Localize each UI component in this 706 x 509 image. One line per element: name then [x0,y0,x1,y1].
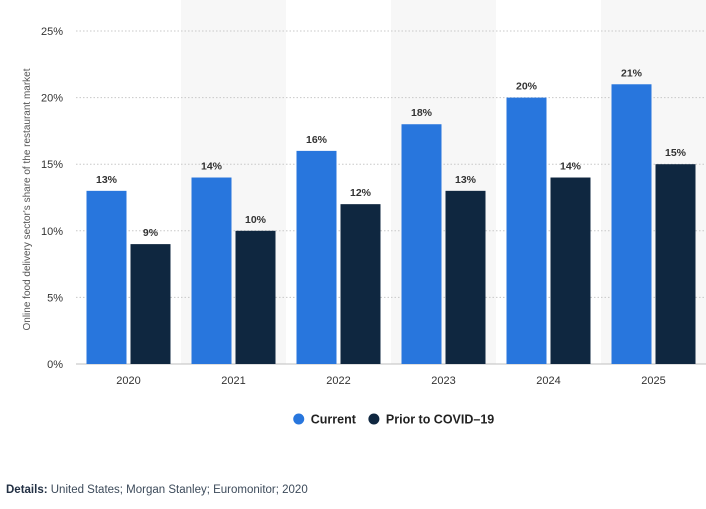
x-tick-label: 2025 [641,375,665,387]
y-axis-label: Online food delivery sector's share of t… [22,68,33,330]
y-tick-label: 0% [47,359,63,371]
data-label: 10% [245,214,267,226]
gridlines [76,30,706,365]
data-label: 13% [96,174,118,186]
chart-area: 0% 5% 10% 15% 20% 25% Online food delivery se… [22,26,706,427]
y-tick-label: 5% [47,292,63,304]
bars: 13% 9% 14% 10% 16% 12% 18% 13% 20% 14% 21% 15% [86,67,696,365]
x-axis-ticks: 2020 2021 2022 2023 2024 2025 [116,375,665,387]
details-footer: Details: United States; Morgan Stanley; … [6,484,308,496]
y-axis-ticks: 0% 5% 10% 15% 20% 25% [41,26,63,371]
legend[interactable]: Current Prior to COVID–19 [293,413,494,427]
bar-chart: 0% 5% 10% 15% 20% 25% Online food delivery se… [22,26,706,427]
data-label: 20% [516,81,538,93]
legend-label: Current [311,413,357,427]
x-tick-label: 2021 [221,375,245,387]
legend-label: Prior to COVID–19 [386,413,494,427]
bar-prior-to-covid-19[interactable] [235,230,276,364]
bar-current[interactable] [191,177,232,364]
x-tick-label: 2024 [536,375,560,387]
bar-prior-to-covid-19[interactable] [130,244,171,364]
x-tick-label: 2023 [431,375,455,387]
data-label: 9% [143,227,159,239]
legend-item[interactable]: Current [293,413,357,427]
data-label: 14% [560,161,582,173]
legend-marker-icon [368,413,380,425]
bar-current[interactable] [506,97,547,364]
y-tick-label: 20% [41,93,63,105]
bar-prior-to-covid-19[interactable] [550,177,591,364]
data-label: 18% [411,107,433,119]
legend-marker-icon [293,413,305,425]
legend-item[interactable]: Prior to COVID–19 [368,413,494,427]
bar-prior-to-covid-19[interactable] [340,204,381,364]
data-label: 15% [665,147,687,159]
data-label: 14% [201,161,223,173]
bar-current[interactable] [401,124,442,365]
x-tick-label: 2022 [326,375,350,387]
details-text: United States; Morgan Stanley; Euromonit… [47,484,308,496]
y-tick-label: 25% [41,26,63,38]
bar-current[interactable] [611,84,652,364]
bar-prior-to-covid-19[interactable] [445,190,486,364]
data-label: 12% [350,187,372,199]
y-tick-label: 10% [41,226,63,238]
bar-current[interactable] [86,190,127,364]
y-tick-label: 15% [41,159,63,171]
x-tick-label: 2020 [116,375,140,387]
details-label: Details: [6,484,48,496]
data-label: 16% [306,134,328,146]
bar-current[interactable] [296,150,337,364]
data-label: 13% [455,174,477,186]
bar-prior-to-covid-19[interactable] [655,164,696,364]
data-label: 21% [621,67,643,79]
